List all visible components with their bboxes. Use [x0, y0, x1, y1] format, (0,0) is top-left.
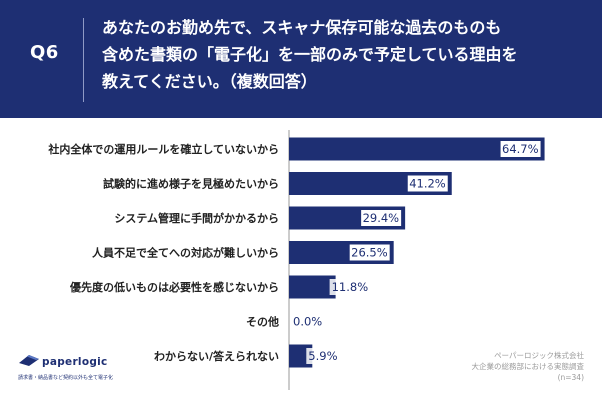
- question-header: Q6 あなたのお勤め先で、スキャナ保存可能な過去のものも 含めた書類の「電子化」…: [0, 0, 602, 118]
- question-number: Q6: [30, 42, 59, 63]
- value-label-plate: [407, 175, 448, 192]
- bar-chart-svg: 社内全体での運用ルールを確立していないから 64.7% 試験的に進め様子を見極めたい…: [47, 130, 545, 390]
- value-label-plate: [306, 348, 341, 364]
- category-label: 社内全体での運用ルールを確立していないから: [47, 142, 279, 156]
- question-line-3: 教えてください。（複数回答）: [102, 72, 317, 91]
- header-divider: [83, 18, 84, 102]
- question-line-2: 含めた書類の「電子化」を一部のみで予定している理由を: [102, 45, 518, 64]
- value-label: 64.7%: [502, 142, 539, 156]
- bar: [289, 137, 545, 161]
- source-note: ペーパーロジック株式会社 大企業の総務部における実態調査 (n=34): [472, 350, 585, 383]
- value-label: 11.8%: [332, 280, 369, 294]
- source-sample-size: (n=34): [557, 373, 584, 382]
- logo-mark-icon: [19, 355, 39, 366]
- value-label-plate: [500, 141, 541, 157]
- value-label: 5.9%: [308, 349, 337, 363]
- category-label: システム管理に手間がかかるから: [114, 211, 279, 225]
- value-label-plate: [329, 279, 364, 295]
- question-line-1: あなたのお勤め先で、スキャナ保存可能な過去のものも: [102, 18, 502, 37]
- category-label: わからない/答えられない: [154, 349, 279, 363]
- value-label: 29.4%: [363, 211, 400, 225]
- paperlogic-logo: paperlogic 請求書・納品書など契約以外も全て電子化: [18, 352, 158, 392]
- value-label-plate: [361, 210, 402, 226]
- question-title: あなたのお勤め先で、スキャナ保存可能な過去のものも 含めた書類の「電子化」を一部…: [102, 14, 582, 95]
- bar-chart: 社内全体での運用ルールを確立していないから 64.7% 試験的に進め様子を見極めたい…: [0, 118, 602, 401]
- source-company: ペーパーロジック株式会社: [494, 351, 584, 360]
- source-survey: 大企業の総務部における実態調査: [471, 362, 585, 371]
- logo-tagline: 請求書・納品書など契約以外も全て電子化: [18, 375, 114, 381]
- category-label: 人員不足で全てへの対応が難しいから: [92, 246, 279, 260]
- value-label: 0.0%: [293, 315, 322, 329]
- bar: [289, 275, 336, 299]
- value-label-plate: [349, 244, 390, 261]
- value-label: 26.5%: [351, 246, 388, 260]
- category-label: 優先度の低いものは必要性を感じないから: [69, 280, 279, 294]
- logo-name: paperlogic: [42, 356, 108, 368]
- category-label: その他: [246, 315, 279, 329]
- value-label: 41.2%: [409, 177, 446, 191]
- category-label: 試験的に進め様子を見極めたいから: [103, 177, 279, 191]
